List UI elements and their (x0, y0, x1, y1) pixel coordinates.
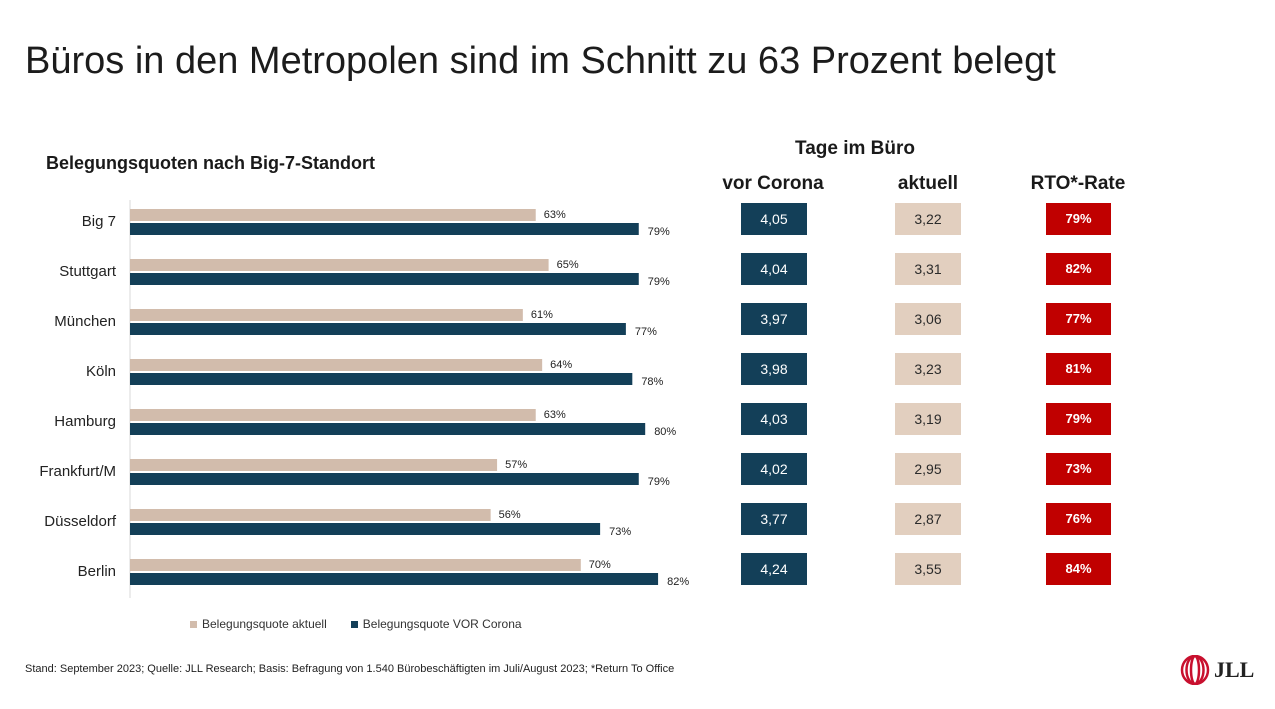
table-cell-aktuell: 3,06 (895, 303, 961, 335)
table-cell-vor-corona: 4,03 (741, 403, 807, 435)
jll-logo-icon (1180, 655, 1210, 685)
category-label-stuttgart: Stuttgart (59, 263, 117, 280)
legend-label-vor-corona: Belegungsquote VOR Corona (362, 617, 522, 631)
table-cell-aktuell: 3,31 (895, 253, 961, 285)
bar-vor-corona-münchen (130, 323, 626, 335)
category-label-frankfurt-m: Frankfurt/M (39, 463, 116, 480)
data-label-aktuell-stuttgart: 65% (557, 259, 579, 271)
data-label-aktuell-frankfurt-m: 57% (505, 459, 527, 471)
category-label-düsseldorf: Düsseldorf (44, 513, 117, 530)
data-label-vor-corona-stuttgart: 79% (648, 276, 670, 288)
bar-vor-corona-big-7 (130, 223, 639, 235)
data-label-vor-corona-köln: 78% (641, 376, 663, 388)
legend-swatch-vor-corona (350, 620, 358, 628)
legend-item-vor-corona: Belegungsquote VOR Corona (350, 617, 522, 631)
category-label-hamburg: Hamburg (54, 413, 116, 430)
bar-vor-corona-düsseldorf (130, 523, 601, 535)
bar-aktuell-big-7 (130, 209, 536, 221)
table-cell-rto-rate: 81% (1046, 353, 1111, 385)
data-label-aktuell-berlin: 70% (589, 559, 611, 571)
data-label-vor-corona-big-7: 79% (648, 226, 670, 238)
jll-logo-text: JLL (1214, 657, 1255, 682)
bar-vor-corona-stuttgart (130, 273, 639, 285)
data-label-aktuell-münchen: 61% (531, 309, 553, 321)
table-cell-aktuell: 2,95 (895, 453, 961, 485)
data-label-aktuell-hamburg: 63% (544, 409, 566, 421)
column-header-rto-rate: RTO*-Rate (1030, 173, 1126, 194)
category-label-big-7: Big 7 (82, 213, 116, 230)
table-cell-vor-corona: 3,97 (741, 303, 807, 335)
column-header-aktuell: aktuell (897, 173, 959, 194)
data-label-vor-corona-frankfurt-m: 79% (648, 476, 670, 488)
table-cell-rto-rate: 76% (1046, 503, 1111, 535)
legend-label-aktuell: Belegungsquote aktuell (202, 617, 327, 631)
data-label-aktuell-köln: 64% (550, 359, 572, 371)
table-cell-vor-corona: 4,04 (741, 253, 807, 285)
category-label-köln: Köln (86, 363, 116, 380)
table-cell-vor-corona: 4,05 (741, 203, 807, 235)
jll-logo: JLL (1180, 655, 1254, 685)
table-cell-vor-corona: 4,02 (741, 453, 807, 485)
chart-legend: Belegungsquote aktuell Belegungsquote VO… (190, 617, 522, 631)
table-cell-rto-rate: 79% (1046, 203, 1111, 235)
data-label-aktuell-big-7: 63% (544, 209, 566, 221)
bar-vor-corona-frankfurt-m (130, 473, 639, 485)
bar-aktuell-münchen (130, 309, 523, 321)
bar-aktuell-berlin (130, 559, 581, 571)
source-footnote: Stand: September 2023; Quelle: JLL Resea… (25, 663, 675, 675)
table-cell-rto-rate: 84% (1046, 553, 1111, 585)
table-cell-rto-rate: 73% (1046, 453, 1111, 485)
bar-vor-corona-berlin (130, 573, 659, 585)
table-cell-aktuell: 2,87 (895, 503, 961, 535)
data-label-vor-corona-hamburg: 80% (654, 426, 676, 438)
bar-aktuell-düsseldorf (130, 509, 491, 521)
page-title: Büros in den Metropolen sind im Schnitt … (25, 40, 1056, 82)
table-cell-aktuell: 3,23 (895, 353, 961, 385)
table-cell-aktuell: 3,55 (895, 553, 961, 585)
data-label-vor-corona-düsseldorf: 73% (609, 526, 631, 538)
legend-swatch-aktuell (190, 620, 197, 628)
table-cell-rto-rate: 82% (1046, 253, 1111, 285)
table-cell-rto-rate: 79% (1046, 403, 1111, 435)
table-cell-vor-corona: 3,77 (741, 503, 807, 535)
bar-chart: Big 7 63% 79% Stuttgart 65% 79% München 61% 77% K… (39, 200, 689, 598)
table-cell-aktuell: 3,19 (895, 403, 961, 435)
table-cell-vor-corona: 4,24 (741, 553, 807, 585)
bar-vor-corona-köln (130, 373, 633, 385)
data-label-vor-corona-berlin: 82% (667, 576, 689, 588)
column-header-vor-corona: vor Corona (722, 173, 824, 194)
bar-aktuell-hamburg (130, 409, 536, 421)
table-title: Tage im Büro (795, 138, 915, 159)
table-cell-aktuell: 3,22 (895, 203, 961, 235)
data-label-vor-corona-münchen: 77% (635, 326, 657, 338)
chart-title: Belegungsquoten nach Big-7-Standort (46, 153, 376, 173)
bar-aktuell-frankfurt-m (130, 459, 498, 471)
table-cell-rto-rate: 77% (1046, 303, 1111, 335)
category-label-münchen: München (54, 313, 116, 330)
bar-aktuell-köln (130, 359, 543, 371)
legend-item-aktuell: Belegungsquote aktuell (190, 617, 327, 631)
table-cell-vor-corona: 3,98 (741, 353, 807, 385)
bar-vor-corona-hamburg (130, 423, 646, 435)
category-label-berlin: Berlin (78, 563, 116, 580)
bar-aktuell-stuttgart (130, 259, 549, 271)
data-label-aktuell-düsseldorf: 56% (499, 509, 521, 521)
